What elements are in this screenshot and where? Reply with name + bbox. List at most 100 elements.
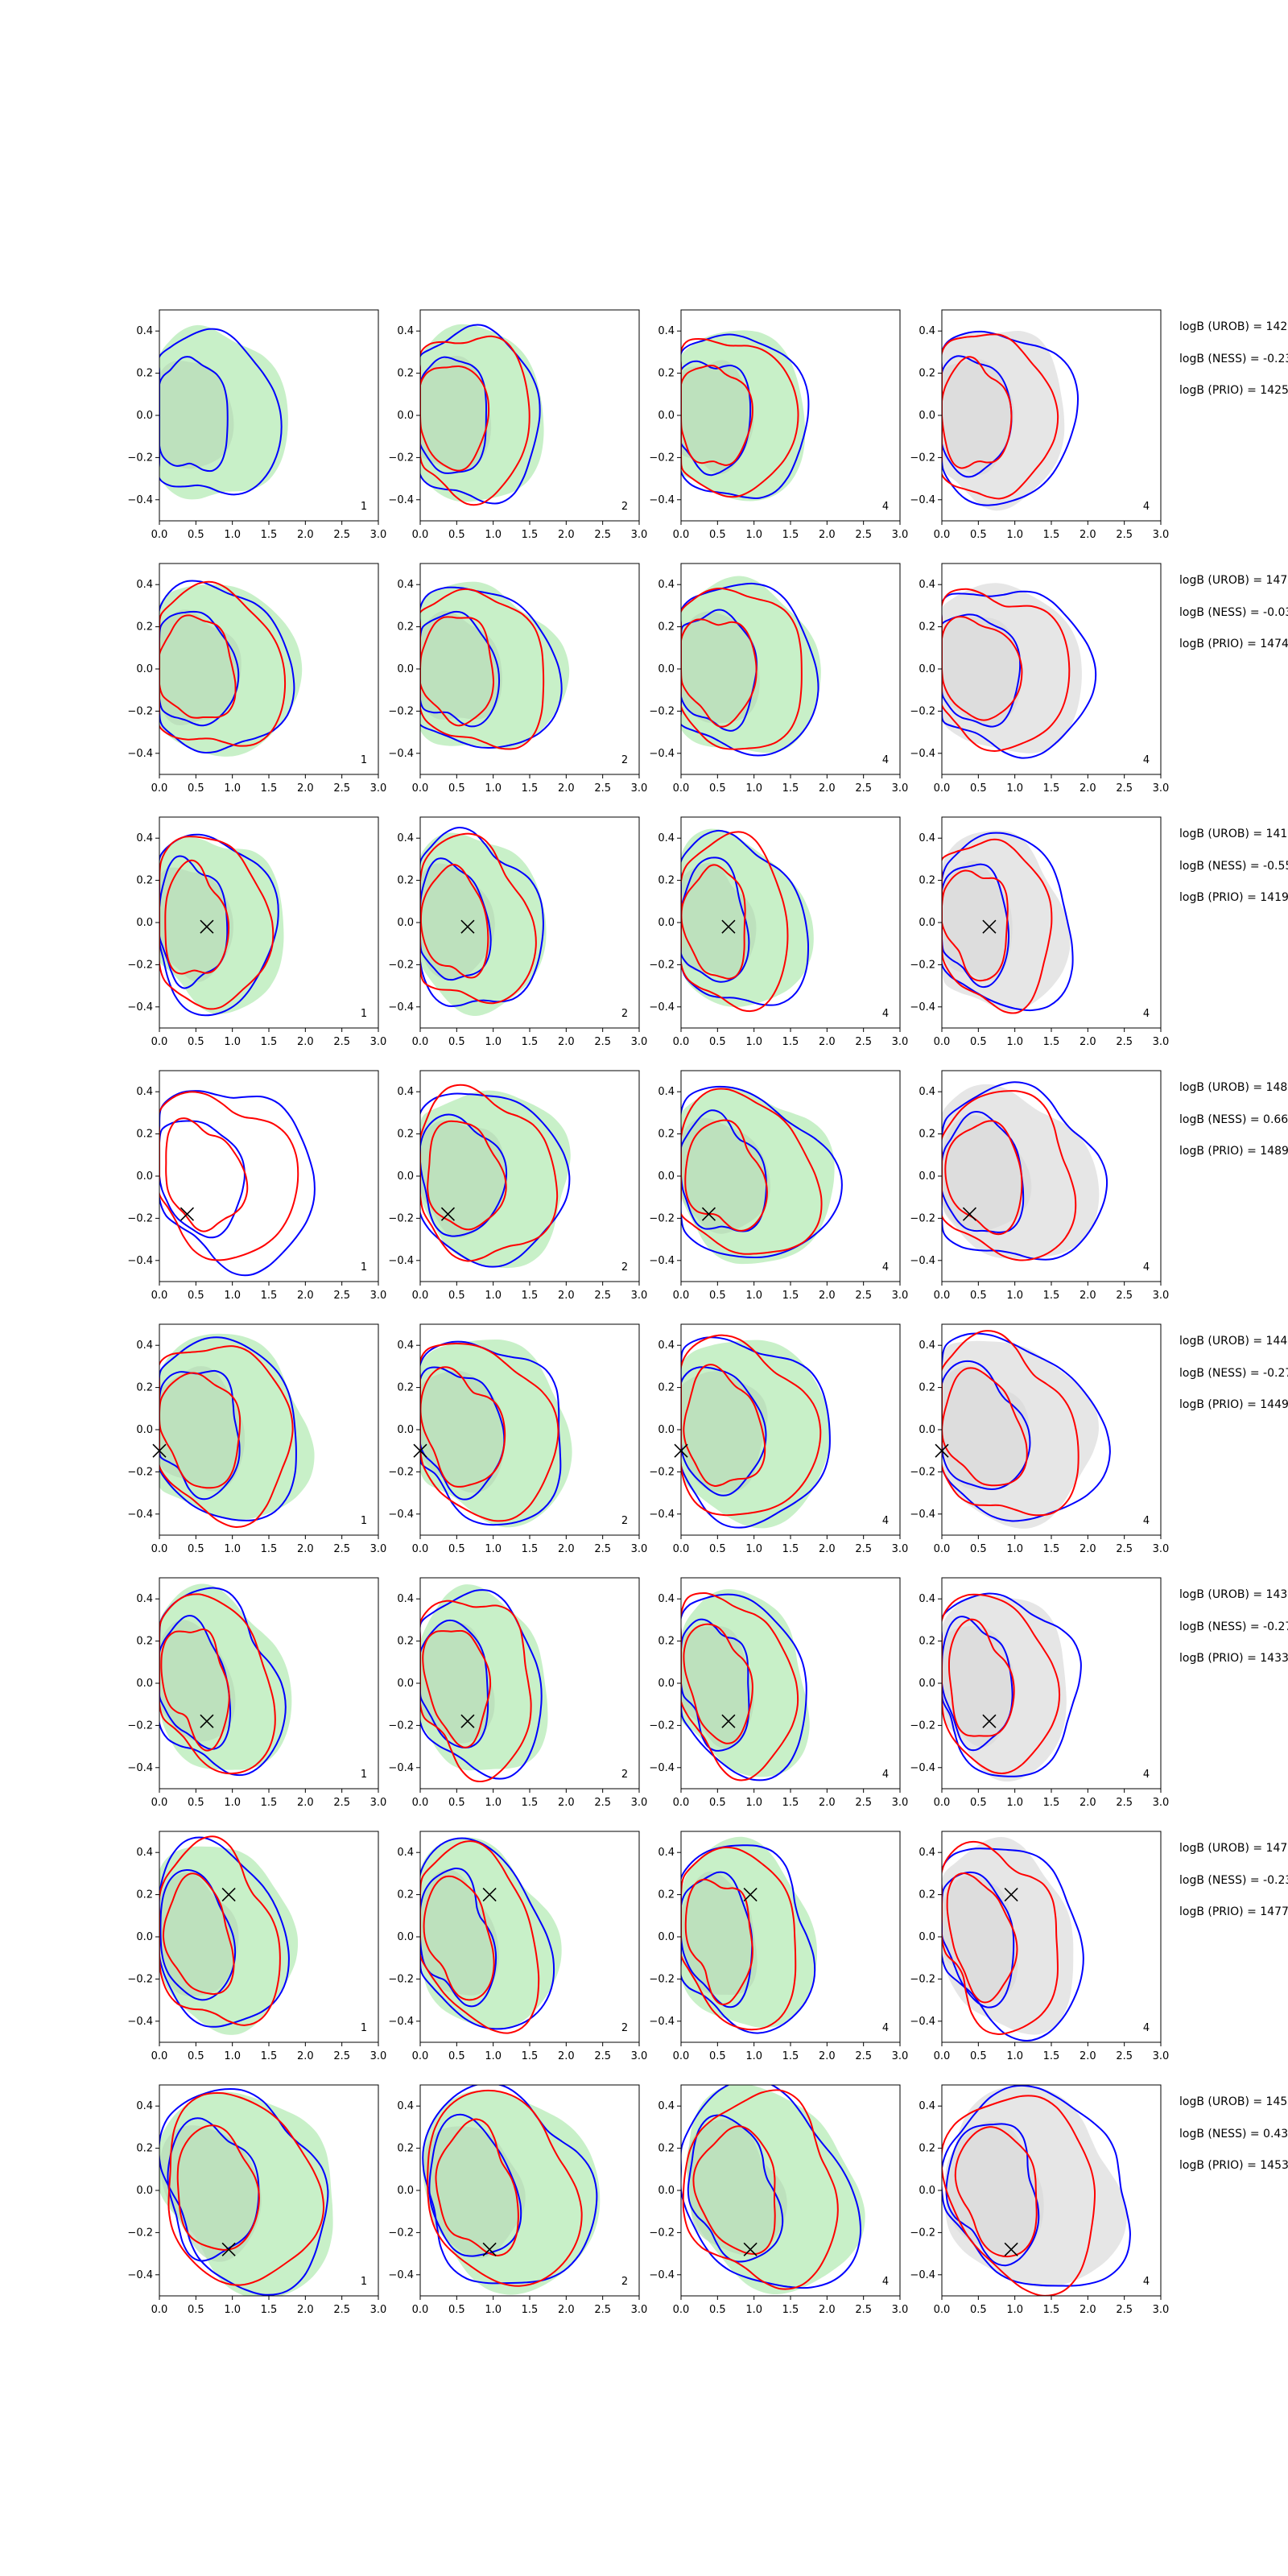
x-tick-label: 1.5 xyxy=(522,1036,539,1048)
y-tick-label: −0.4 xyxy=(910,494,935,506)
y-tick-label: −0.2 xyxy=(127,1973,153,1985)
x-tick-label: 0.0 xyxy=(412,529,429,541)
x-tick-label: 2.5 xyxy=(1116,2050,1133,2062)
x-tick-label: 0.0 xyxy=(934,2304,951,2316)
y-tick-label: 0.2 xyxy=(658,1889,675,1901)
y-tick-label: −0.4 xyxy=(127,1762,153,1774)
y-tick-label: 0.2 xyxy=(658,2143,675,2155)
filled-density-inner xyxy=(681,1871,758,1996)
panel-corner-label: 2 xyxy=(621,1769,628,1781)
x-tick-label: 0.0 xyxy=(673,1290,690,1302)
y-tick-label: 0.0 xyxy=(397,2185,414,2197)
logb-urob: logB (UROB) = 141 xyxy=(1179,828,1287,840)
logb-prio: logB (PRIO) = 1449 xyxy=(1179,1398,1288,1411)
logb-prio: logB (PRIO) = 1489 xyxy=(1179,1145,1288,1158)
true-value-marker xyxy=(743,2242,758,2256)
blue-contour-outer xyxy=(159,328,283,496)
y-tick-label: 0.2 xyxy=(136,1129,153,1141)
red-contour-outer xyxy=(942,1840,1059,2035)
filled-density-inner xyxy=(942,1626,1015,1748)
x-tick-label: 1.0 xyxy=(745,2050,762,2062)
x-tick-label: 2.0 xyxy=(297,1797,314,1809)
red-contour-outer xyxy=(942,1593,1061,1774)
y-tick-label: 0.4 xyxy=(658,1593,675,1605)
x-tick-label: 3.0 xyxy=(1153,529,1170,541)
y-tick-label: 0.0 xyxy=(658,1170,675,1183)
x-tick-label: 2.5 xyxy=(594,529,611,541)
panel-r4-c4: 0.4 0.2 0.0 −0.2 −0.4 0.0 0.5 1.0 1.5 2.0 2.5 3.0 4 xyxy=(910,1070,1169,1302)
panel-contours xyxy=(159,580,303,757)
x-tick-label: 3.0 xyxy=(631,2050,648,2062)
panel-corner-label: 4 xyxy=(882,1515,889,1527)
x-tick-label: 2.0 xyxy=(819,1797,836,1809)
x-tick-label: 2.5 xyxy=(1116,1036,1133,1048)
red-contour-inner xyxy=(947,1618,1015,1737)
y-tick-label: 0.0 xyxy=(919,1424,935,1436)
x-tick-label: 0.0 xyxy=(412,2304,429,2316)
y-tick-label: −0.2 xyxy=(127,1719,153,1732)
panel-r4-c1: 0.4 0.2 0.0 −0.2 −0.4 0.0 0.5 1.0 1.5 2.0 2.5 3.0 1 xyxy=(127,1070,386,1302)
x-tick-label: 1.5 xyxy=(782,2050,799,2062)
blue-contour-inner xyxy=(159,356,229,473)
x-tick-label: 2.5 xyxy=(594,1543,611,1555)
blue-contour-inner xyxy=(159,1615,232,1750)
panel-r2-c1: 0.4 0.2 0.0 −0.2 −0.4 0.0 0.5 1.0 1.5 2.0 2.5 3.0 1 xyxy=(127,563,386,795)
panel-contours xyxy=(420,581,570,750)
x-tick-label: 1.5 xyxy=(261,1290,278,1302)
panel-r5-c4: 0.4 0.2 0.0 −0.2 −0.4 0.0 0.5 1.0 1.5 2.0 2.5 3.0 4 xyxy=(910,1323,1169,1555)
logb-annotations-row-8: logB (UROB) = 145 logB (NESS) = 0.43 logB … xyxy=(1179,2095,1288,2172)
y-tick-label: 0.2 xyxy=(919,621,935,634)
x-tick-label: 0.5 xyxy=(448,1036,465,1048)
y-tick-label: 0.0 xyxy=(397,1678,414,1690)
panel-corner-label: 1 xyxy=(361,1769,367,1781)
true-value-marker xyxy=(701,1207,716,1221)
panel-contours xyxy=(159,833,284,1017)
x-tick-label: 1.5 xyxy=(1043,1797,1060,1809)
x-tick-label: 1.5 xyxy=(261,1543,278,1555)
logb-ness: logB (NESS) = -0.27 xyxy=(1179,1620,1288,1633)
x-tick-label: 0.0 xyxy=(673,1797,690,1809)
panel-r7-c3: 0.4 0.2 0.0 −0.2 −0.4 0.0 0.5 1.0 1.5 2.0 2.5 3.0 4 xyxy=(649,1831,908,2062)
blue-contour-inner xyxy=(942,1360,1031,1490)
logb-annotations-row-4: logB (UROB) = 148 logB (NESS) = 0.66 logB … xyxy=(1179,1081,1288,1158)
y-tick-label: 0.4 xyxy=(919,1593,935,1605)
y-tick-label: 0.4 xyxy=(136,2100,153,2112)
y-tick-label: 0.0 xyxy=(397,663,414,675)
y-tick-label: 0.4 xyxy=(658,2100,675,2112)
panel-contours xyxy=(942,1330,1111,1529)
logb-ness: logB (NESS) = -0.23 xyxy=(1179,1874,1288,1887)
y-tick-label: 0.4 xyxy=(919,2100,935,2112)
panel-contours xyxy=(942,830,1074,1014)
x-tick-label: 2.5 xyxy=(594,1036,611,1048)
blue-contour-outer xyxy=(942,1081,1108,1261)
y-tick-label: 0.4 xyxy=(919,832,935,844)
x-tick-label: 1.5 xyxy=(261,2304,278,2316)
red-contour-inner xyxy=(681,365,753,466)
panel-r2-c4: 0.4 0.2 0.0 −0.2 −0.4 0.0 0.5 1.0 1.5 2.0 2.5 3.0 4 xyxy=(910,563,1169,795)
y-tick-label: −0.2 xyxy=(388,1212,414,1224)
x-tick-label: 1.0 xyxy=(224,1543,241,1555)
y-tick-label: −0.4 xyxy=(649,494,675,506)
blue-contour-outer xyxy=(681,1085,843,1259)
panel-corner-label: 4 xyxy=(1143,501,1150,513)
x-tick-label: 1.0 xyxy=(1006,2304,1023,2316)
x-tick-label: 0.5 xyxy=(188,1290,204,1302)
panel-corner-label: 2 xyxy=(621,1515,628,1527)
x-tick-label: 2.5 xyxy=(594,1290,611,1302)
x-tick-label: 0.5 xyxy=(448,782,465,795)
x-tick-label: 2.0 xyxy=(819,2050,836,2062)
x-tick-label: 3.0 xyxy=(892,529,909,541)
y-tick-label: −0.2 xyxy=(649,1973,675,1985)
x-tick-label: 2.0 xyxy=(558,1797,575,1809)
y-tick-label: 0.4 xyxy=(919,579,935,591)
x-tick-label: 1.5 xyxy=(522,2304,539,2316)
blue-contour-outer xyxy=(420,1589,543,1780)
x-tick-label: 2.5 xyxy=(855,1036,872,1048)
y-tick-label: −0.2 xyxy=(388,2227,414,2239)
y-tick-label: 0.2 xyxy=(397,1636,414,1648)
x-tick-label: 0.5 xyxy=(709,2304,726,2316)
y-tick-label: −0.4 xyxy=(388,1255,414,1267)
x-tick-label: 2.5 xyxy=(855,529,872,541)
y-tick-label: −0.4 xyxy=(388,1509,414,1521)
filled-density-inner xyxy=(159,609,242,725)
